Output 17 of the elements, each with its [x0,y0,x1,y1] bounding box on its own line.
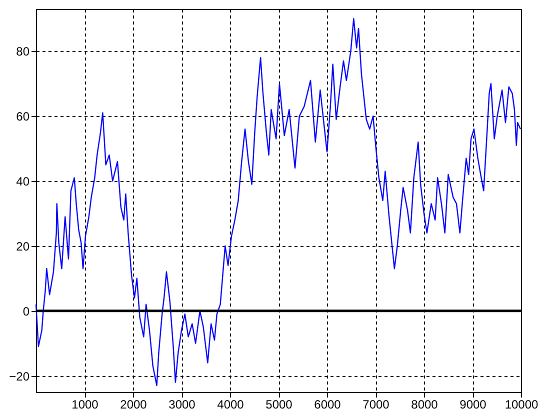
x-tick-label: 6000 [314,398,342,411]
y-tick-label: 60 [16,110,30,124]
x-tick-label: 8000 [411,398,438,411]
y-tick-label: 0 [22,304,30,318]
x-tick-label: 7000 [362,398,390,411]
y-tick-label: 80 [16,44,30,59]
y-tick-label: 20 [16,239,30,254]
x-tick-label: 2000 [120,398,148,411]
x-tick-label: 5000 [266,398,293,411]
x-tick-label: 4000 [217,398,244,411]
y-tick-label: −20 [9,369,30,384]
x-tick-label: 9000 [460,398,487,411]
x-tick-label: 1000 [72,398,99,411]
line-series [35,18,522,386]
x-tick-label: 3000 [168,398,196,411]
y-tick-label: 40 [16,174,30,189]
x-tick-label: 10000 [504,398,539,411]
